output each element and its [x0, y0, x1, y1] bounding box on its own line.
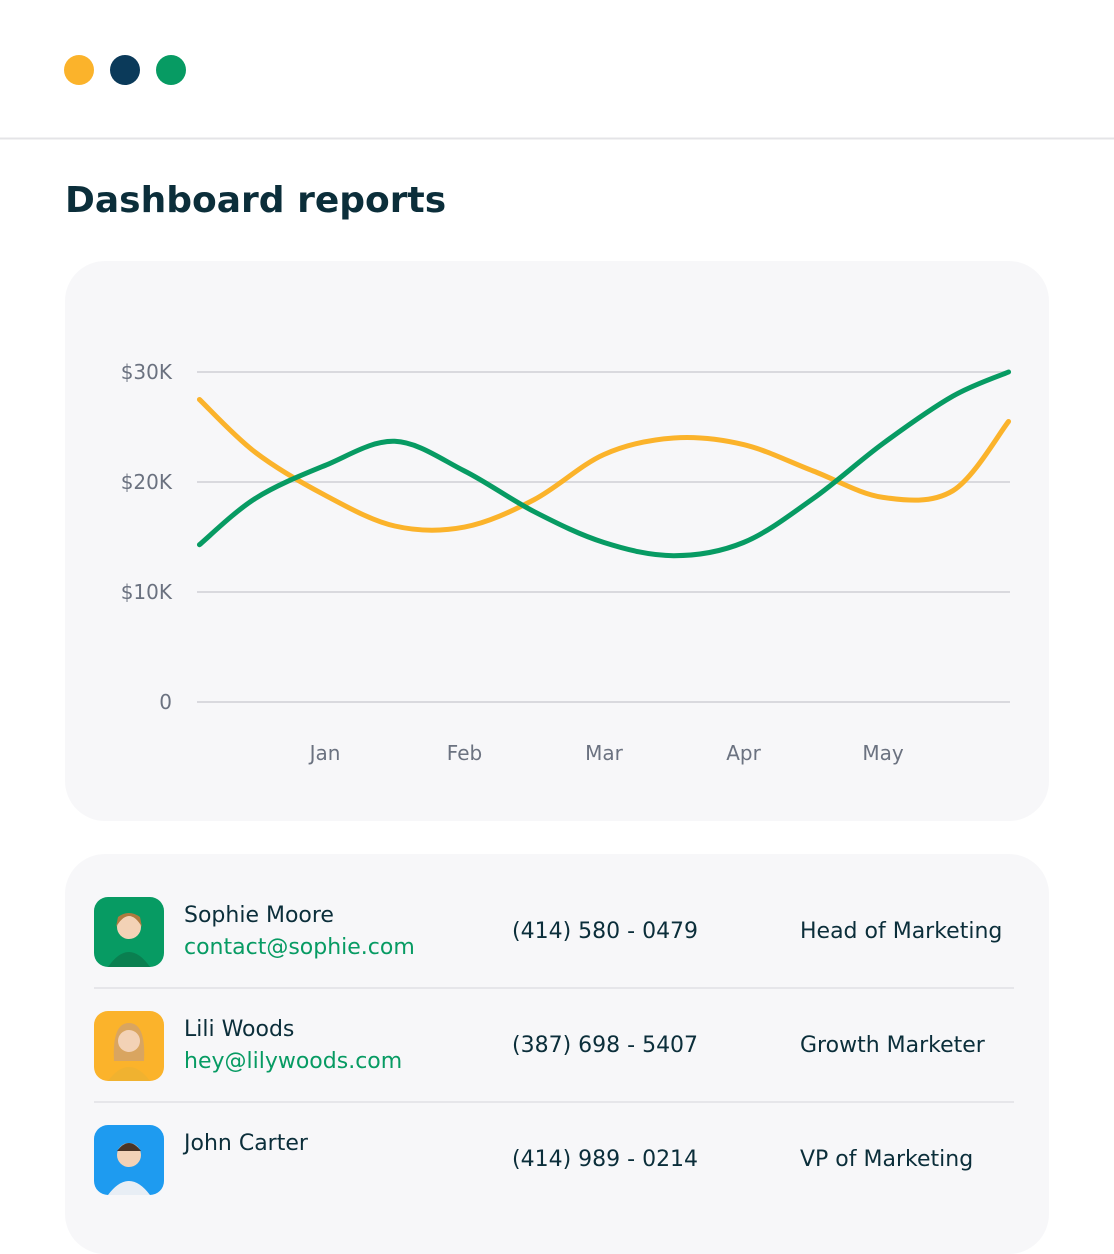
x-tick-label: Mar — [585, 741, 624, 765]
series-line — [196, 369, 1012, 559]
window-dot — [156, 55, 186, 85]
contact-row: Sophie Moore contact@sophie.com (414) 58… — [94, 897, 1014, 1011]
page: Dashboard reports 0 $10K $20K $30K Jan Feb Mar… — [0, 55, 1114, 1195]
window-dot — [64, 55, 94, 85]
chart: Dashboard reports 0 $10K $20K $30K Jan Feb Mar… — [0, 55, 1114, 821]
contact-name: John Carter — [184, 1131, 308, 1156]
contact-phone: (414) 989 - 0214 — [512, 1147, 699, 1172]
contacts-card: Sophie Moore contact@sophie.com (414) 58… — [65, 854, 1049, 1254]
contact-role: Head of Marketing — [800, 919, 1003, 944]
contact-row: John Carter (414) 989 - 0214 VP of Marke… — [94, 1125, 1014, 1239]
page-title: Dashboard reports — [65, 180, 446, 221]
x-tick-label: Apr — [726, 741, 761, 765]
y-tick-label: 0 — [159, 690, 172, 714]
contact-name: Sophie Moore — [184, 903, 334, 928]
avatar — [94, 1011, 164, 1081]
series-line — [196, 397, 1012, 533]
avatar — [94, 1125, 164, 1195]
y-tick-label: $30K — [121, 360, 173, 384]
x-tick-label: Jan — [308, 741, 341, 765]
window-dot — [110, 55, 140, 85]
contact-row: Lili Woods hey@lilywoods.com (387) 698 -… — [94, 1011, 1014, 1125]
contact-phone: (387) 698 - 5407 — [512, 1033, 699, 1058]
chart-card — [65, 261, 1049, 821]
y-tick-label: $20K — [121, 470, 173, 494]
x-tick-label: May — [862, 741, 904, 765]
row-divider — [94, 1101, 1014, 1103]
contact-role: Growth Marketer — [800, 1033, 985, 1058]
row-divider — [94, 987, 1014, 989]
contact-email[interactable]: hey@lilywoods.com — [184, 1049, 403, 1074]
y-tick-label: $10K — [121, 580, 173, 604]
avatar — [94, 897, 164, 967]
contact-name: Lili Woods — [184, 1017, 295, 1042]
contact-phone: (414) 580 - 0479 — [512, 919, 699, 944]
x-tick-label: Feb — [447, 741, 482, 765]
contact-email[interactable]: contact@sophie.com — [184, 935, 415, 960]
contact-role: VP of Marketing — [800, 1147, 974, 1172]
